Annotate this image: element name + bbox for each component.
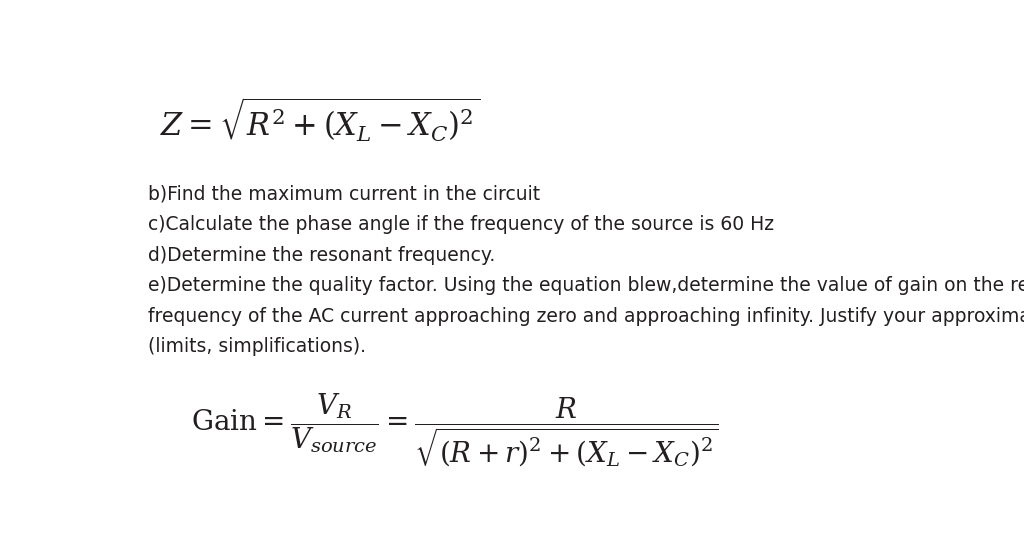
- Text: e)Determine the quality factor. Using the equation blew,determine the value of g: e)Determine the quality factor. Using th…: [147, 276, 1024, 295]
- Text: $\mathrm{Gain} = \dfrac{V_R}{V_{source}} = \dfrac{R}{\sqrt{(R+r)^2 + (X_L - X_C): $\mathrm{Gain} = \dfrac{V_R}{V_{source}}…: [191, 392, 720, 469]
- Text: $Z = \sqrt{R^2 + (X_L - X_C)^2}$: $Z = \sqrt{R^2 + (X_L - X_C)^2}$: [160, 96, 480, 144]
- Text: c)Calculate the phase angle if the frequency of the source is 60 Hz: c)Calculate the phase angle if the frequ…: [147, 215, 774, 234]
- Text: b)Find the maximum current in the circuit: b)Find the maximum current in the circui…: [147, 185, 540, 204]
- Text: frequency of the AC current approaching zero and approaching infinity. Justify y: frequency of the AC current approaching …: [147, 306, 1024, 326]
- Text: (limits, simplifications).: (limits, simplifications).: [147, 337, 366, 356]
- Text: d)Determine the resonant frequency.: d)Determine the resonant frequency.: [147, 245, 495, 265]
